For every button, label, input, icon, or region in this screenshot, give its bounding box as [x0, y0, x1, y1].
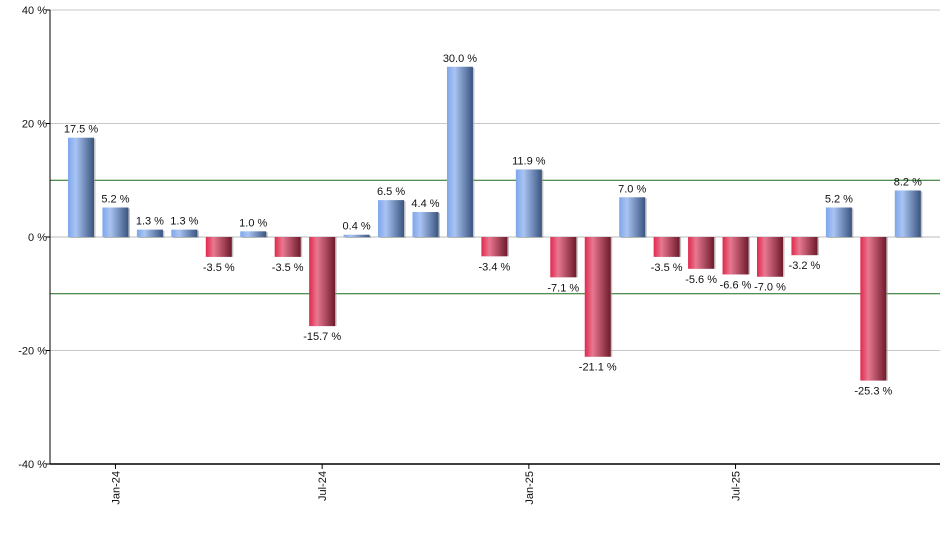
data-label: -15.7 % — [303, 331, 341, 343]
bar — [274, 237, 301, 257]
bar — [412, 212, 439, 237]
bar — [378, 200, 405, 237]
axes: -40 % -20 % 0 % 20 % 40 % Jan-24 Jul-24 Jan-25 J… — [18, 5, 940, 505]
bar — [240, 231, 267, 237]
bar — [860, 237, 887, 381]
data-label: 1.3 % — [170, 216, 198, 228]
data-label: -3.4 % — [479, 261, 511, 273]
data-label: -6.6 % — [720, 279, 752, 291]
data-label: -3.5 % — [203, 262, 235, 274]
bar — [136, 229, 163, 237]
bars — [68, 66, 923, 381]
y-tick-label: -20 % — [18, 346, 47, 358]
data-label: 4.4 % — [411, 198, 439, 210]
bar — [619, 197, 646, 237]
bar — [481, 237, 508, 257]
data-label: -21.1 % — [579, 362, 617, 374]
data-label: -7.1 % — [547, 282, 579, 294]
y-tick-label: 20 % — [22, 119, 47, 131]
bar — [688, 237, 715, 269]
bar — [171, 229, 198, 237]
data-label: 1.3 % — [136, 216, 164, 228]
data-label: 5.2 % — [825, 193, 853, 205]
bar — [757, 237, 783, 277]
x-tick-label: Jul-25 — [731, 471, 743, 501]
x-tick-label: Jul-24 — [317, 471, 329, 501]
data-label: 7.0 % — [618, 183, 646, 195]
data-label: 1.0 % — [239, 217, 267, 229]
y-tick-label: 40 % — [22, 5, 47, 17]
x-tick-label: Jan-25 — [524, 471, 536, 505]
bar — [102, 207, 129, 237]
data-label: 5.2 % — [101, 193, 129, 205]
bar — [68, 137, 94, 237]
data-label: 8.2 % — [894, 176, 922, 188]
data-label: -5.6 % — [685, 274, 717, 286]
data-label: 11.9 % — [512, 155, 546, 167]
bar — [515, 169, 542, 237]
bar — [446, 66, 473, 237]
data-label: 17.5 % — [64, 124, 98, 136]
bar — [722, 237, 749, 275]
bar — [894, 190, 921, 237]
bar — [343, 234, 370, 237]
bar — [309, 237, 336, 327]
data-label: -3.5 % — [272, 262, 304, 274]
data-label: 0.4 % — [343, 221, 371, 233]
data-label: -25.3 % — [854, 386, 892, 398]
data-label: -3.5 % — [651, 262, 683, 274]
data-label: 30.0 % — [443, 53, 477, 65]
bar — [205, 237, 232, 257]
bar — [584, 237, 611, 357]
y-tick-label: -40 % — [18, 459, 47, 471]
bar — [550, 237, 577, 278]
data-labels: 17.5 % 5.2 % 1.3 % 1.3 % -3.5 % 1.0 % -3.5 % -1… — [64, 53, 922, 398]
data-label: -7.0 % — [754, 282, 786, 294]
bar — [653, 237, 680, 257]
bar — [791, 237, 818, 256]
x-tick-label: Jan-24 — [110, 471, 122, 505]
y-tick-label: 0 % — [28, 232, 47, 244]
data-label: -3.2 % — [789, 260, 821, 272]
data-label: 6.5 % — [377, 186, 405, 198]
bar — [825, 207, 852, 237]
